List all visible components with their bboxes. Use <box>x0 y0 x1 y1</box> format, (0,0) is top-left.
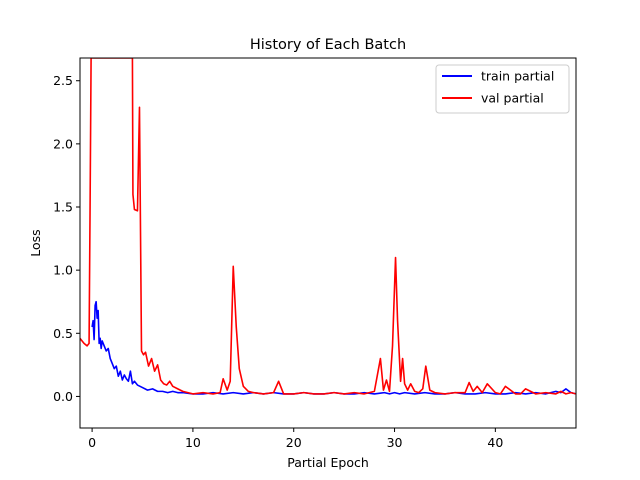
chart-title: History of Each Batch <box>250 37 406 53</box>
legend-label-val-partial: val partial <box>481 91 544 106</box>
y-tick-label: 0.5 <box>53 326 73 341</box>
y-tick-label: 0.0 <box>53 389 73 404</box>
plot-area <box>80 58 576 428</box>
legend-label-train-partial: train partial <box>481 69 554 84</box>
x-axis-ticks: 0 10 20 30 40 <box>88 428 503 450</box>
y-tick-label: 2.5 <box>53 73 73 88</box>
x-axis-label: Partial Epoch <box>287 455 369 470</box>
series-layer <box>80 58 576 395</box>
x-tick-label: 30 <box>387 435 403 450</box>
x-tick-label: 40 <box>487 435 503 450</box>
plot-frame <box>79 57 577 429</box>
y-axis-ticks: 0.0 0.5 1.0 1.5 2.0 2.5 <box>53 73 80 404</box>
y-tick-label: 2.0 <box>53 136 73 151</box>
x-tick-label: 0 <box>88 435 96 450</box>
y-tick-label: 1.5 <box>53 200 73 215</box>
x-tick-label: 20 <box>286 435 302 450</box>
y-tick-label: 1.0 <box>53 263 73 278</box>
series-line-val-partial <box>80 58 576 395</box>
y-axis-label: Loss <box>28 229 43 256</box>
x-tick-label: 10 <box>185 435 201 450</box>
legend: train partial val partial <box>435 64 570 114</box>
